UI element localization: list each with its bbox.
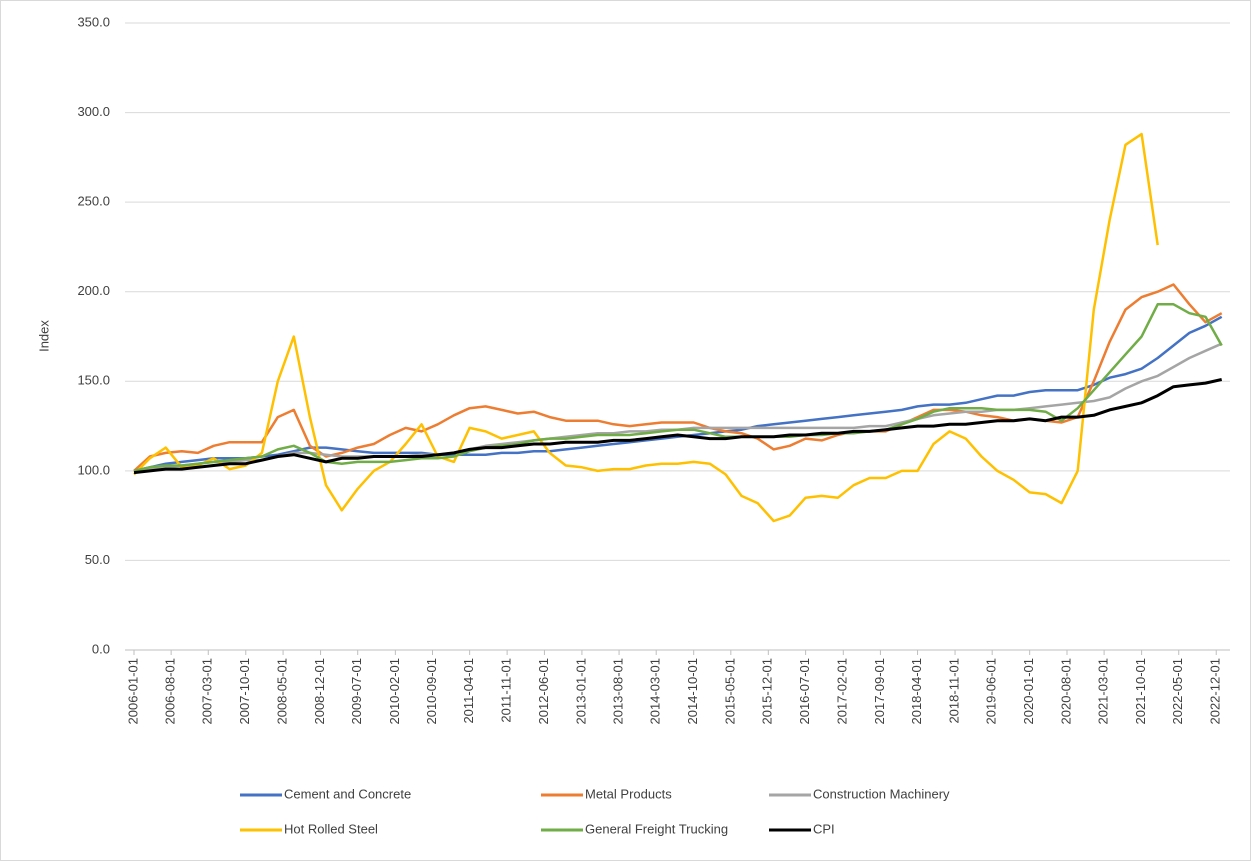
series-line	[133, 132, 1159, 523]
y-tick-label: 150.0	[77, 373, 110, 388]
x-tick-label: 2006-01-01	[125, 658, 140, 725]
x-tick-label: 2021-10-01	[1133, 658, 1148, 725]
x-tick-label: 2010-02-01	[387, 658, 402, 725]
x-tick-label: 2022-12-01	[1208, 658, 1223, 725]
y-tick-label: 50.0	[85, 552, 110, 567]
x-tick-label: 2009-07-01	[349, 658, 364, 725]
x-tick-label: 2021-03-01	[1096, 658, 1111, 725]
x-tick-label: 2019-06-01	[984, 658, 999, 725]
x-tick-label: 2015-05-01	[722, 658, 737, 725]
y-tick-label: 350.0	[77, 14, 110, 29]
y-tick-label: 200.0	[77, 283, 110, 298]
series-line	[133, 315, 1223, 473]
y-tick-label: 250.0	[77, 194, 110, 209]
x-tick-label: 2012-06-01	[536, 658, 551, 725]
x-tick-label: 2011-04-01	[461, 658, 476, 724]
legend-label: Cement and Concrete	[284, 786, 411, 801]
x-tick-label: 2014-03-01	[648, 658, 663, 725]
series-line	[133, 303, 1223, 473]
x-tick-label: 2013-08-01	[610, 658, 625, 725]
y-tick-label: 300.0	[77, 104, 110, 119]
x-tick-label: 2007-03-01	[200, 658, 215, 725]
x-tick-label: 2015-12-01	[760, 658, 775, 725]
y-tick-label: 0.0	[92, 641, 110, 656]
series-line	[133, 378, 1223, 475]
x-tick-label: 2020-08-01	[1058, 658, 1073, 725]
legend-label: CPI	[813, 821, 835, 836]
x-tick-label: 2010-09-01	[424, 658, 439, 725]
x-tick-label: 2018-04-01	[909, 658, 924, 725]
y-axis-label: Index	[36, 320, 51, 352]
x-tick-label: 2016-07-01	[797, 658, 812, 725]
x-tick-label: 2013-01-01	[573, 658, 588, 725]
x-tick-label: 2020-01-01	[1021, 658, 1036, 725]
legend-label: Construction Machinery	[813, 786, 950, 801]
x-tick-label: 2011-11-01	[499, 658, 514, 723]
x-tick-label: 2008-05-01	[275, 658, 290, 725]
x-tick-label: 2022-05-01	[1170, 658, 1185, 725]
x-tick-label: 2017-02-01	[835, 658, 850, 725]
x-tick-label: 2018-11-01	[946, 658, 961, 724]
x-tick-label: 2006-08-01	[163, 658, 178, 725]
x-tick-label: 2007-10-01	[237, 658, 252, 725]
legend-label: General Freight Trucking	[585, 821, 728, 836]
x-tick-label: 2008-12-01	[312, 658, 327, 725]
legend-label: Metal Products	[585, 786, 672, 801]
x-tick-label: 2014-10-01	[685, 658, 700, 725]
y-tick-label: 100.0	[77, 462, 110, 477]
legend-label: Hot Rolled Steel	[284, 821, 378, 836]
x-tick-label: 2017-09-01	[872, 658, 887, 725]
